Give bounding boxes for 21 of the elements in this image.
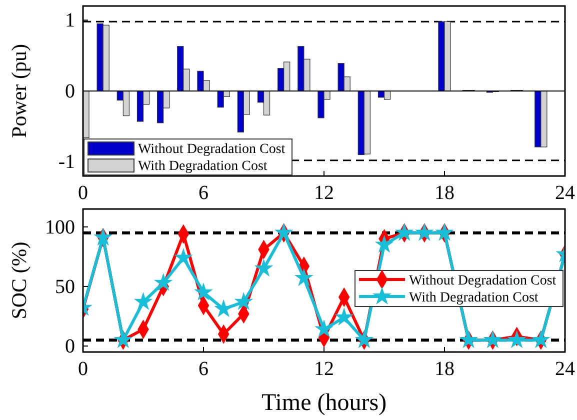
legend-label: Without Degradation Cost: [138, 142, 286, 157]
y-tick-label: 1: [65, 10, 75, 32]
x-tick-label: 18: [434, 358, 454, 380]
y-tick-label: 50: [55, 276, 75, 298]
x-axis-title: Time (hours): [261, 390, 387, 416]
y-axis-title: Power (pu): [7, 44, 31, 138]
y-tick-label: -1: [58, 151, 75, 174]
legend-label: With Degradation Cost: [409, 290, 538, 306]
x-tick-label: 18: [434, 182, 454, 204]
x-tick-label: 24: [555, 182, 575, 204]
x-tick-label: 6: [198, 358, 208, 380]
x-tick-label: 24: [555, 358, 575, 380]
x-tick-label: 6: [198, 182, 208, 204]
x-tick-label: 12: [314, 358, 334, 380]
y-tick-label: 0: [65, 80, 75, 102]
legend-label: With Degradation Cost: [138, 159, 268, 174]
y-axis-title: SOC (%): [7, 242, 31, 320]
y-tick-label: 100: [45, 216, 75, 238]
x-tick-label: 12: [314, 182, 334, 204]
legend-label: Without Degradation Cost: [409, 274, 556, 288]
y-tick-label: 0: [65, 335, 75, 358]
